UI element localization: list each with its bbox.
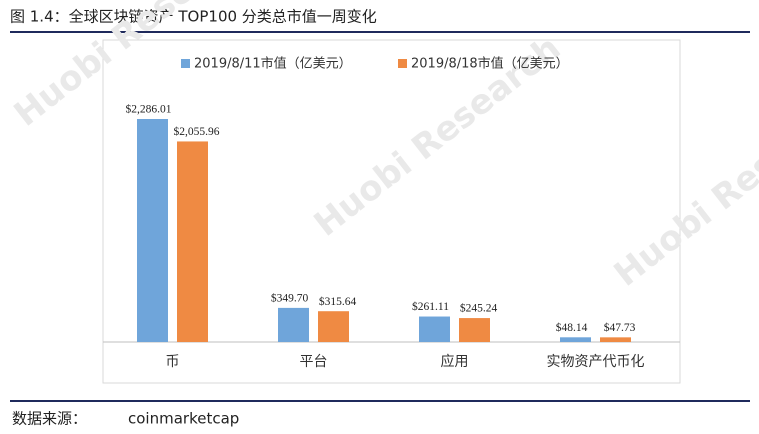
bar: [318, 311, 349, 342]
x-tick-label: 应用: [441, 353, 469, 370]
data-label: $349.70: [271, 292, 309, 305]
bar: [560, 337, 591, 342]
legend-swatch: [181, 59, 190, 68]
data-label: $47.73: [604, 321, 636, 334]
data-label: $261.11: [412, 300, 449, 313]
legend-swatch: [398, 59, 407, 68]
watermark: Huobi Research: [607, 78, 759, 295]
source-label: 数据来源：: [12, 410, 87, 428]
bar: [177, 141, 208, 342]
data-label: $48.14: [556, 321, 588, 334]
bar: [419, 316, 450, 342]
legend-label: 2019/8/11市值（亿美元）: [194, 56, 352, 72]
data-label: $2,055.96: [174, 125, 220, 138]
data-label: $2,286.01: [126, 103, 172, 116]
plot-frame: [102, 39, 681, 384]
x-tick-label: 平台: [300, 354, 328, 370]
data-label: $315.64: [319, 295, 357, 308]
bar: [278, 307, 309, 342]
legend-label: 2019/8/18市值（亿美元）: [411, 56, 569, 72]
x-tick-label: 实物资产代币化: [547, 354, 645, 370]
bar: [459, 318, 490, 342]
data-label: $245.24: [460, 302, 498, 315]
bar: [137, 119, 168, 342]
bar: [600, 337, 631, 342]
chart-title: 图 1.4：全球区块链资产 TOP100 分类总市值一周变化: [10, 8, 377, 26]
source: coinmarketcap: [128, 410, 239, 428]
x-tick-label: 币: [166, 354, 180, 370]
